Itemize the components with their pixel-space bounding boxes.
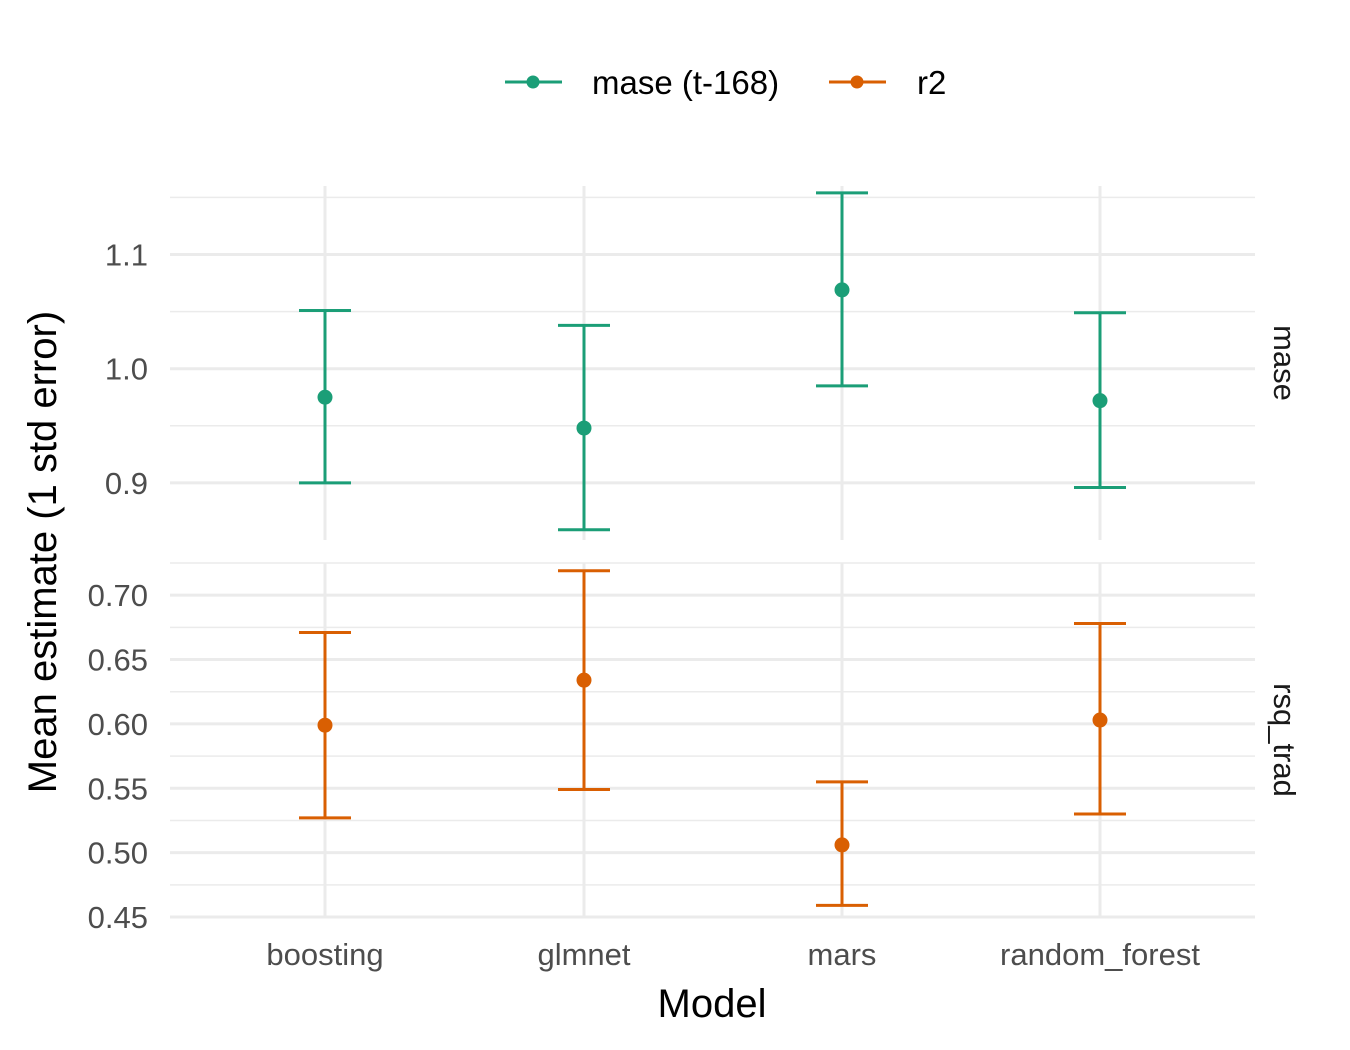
panel-rsq_trad: 0.45 0.50 0.55 0.60 0.65 0.70 rsq_trad bbox=[88, 562, 1302, 935]
point-rsq_trad-mars bbox=[834, 837, 850, 853]
point-mase-boosting bbox=[317, 389, 333, 405]
strip-label-mase: mase bbox=[1267, 325, 1302, 401]
point-rsq_trad-boosting bbox=[317, 717, 333, 733]
y-tick-label: 1.0 bbox=[105, 352, 148, 387]
x-axis-title: Model bbox=[658, 982, 767, 1026]
x-tick-label-glmnet: glmnet bbox=[537, 937, 630, 972]
point-mase-random_forest bbox=[1092, 393, 1108, 409]
point-mase-glmnet bbox=[576, 420, 592, 436]
y-tick-label: 0.9 bbox=[105, 466, 148, 501]
y-tick-label: 0.60 bbox=[88, 707, 148, 742]
y-tick-label: 0.70 bbox=[88, 578, 148, 613]
panels: 0.9 1.0 1.1 mase 0.45 0.50 0.55 0.60 0.65 0.70 rsq… bbox=[88, 186, 1302, 972]
point-mase-mars bbox=[834, 282, 850, 298]
point-rsq_trad-random_forest bbox=[1092, 712, 1108, 728]
legend-key-point-r2 bbox=[850, 75, 864, 89]
legend-key-point-mase bbox=[526, 75, 540, 89]
panel-mase: 0.9 1.0 1.1 mase bbox=[105, 186, 1302, 540]
strip-label-rsq_trad: rsq_trad bbox=[1267, 683, 1302, 797]
y-axis-title: Mean estimate (1 std error) bbox=[21, 311, 65, 793]
legend-label-r2: r2 bbox=[917, 64, 946, 101]
legend-label-mase: mase (t-168) bbox=[592, 64, 779, 101]
y-tick-label: 0.50 bbox=[88, 836, 148, 871]
point-rsq_trad-glmnet bbox=[576, 672, 592, 688]
y-tick-label: 0.45 bbox=[88, 900, 148, 935]
y-tick-label: 0.55 bbox=[88, 771, 148, 806]
x-tick-label-boosting: boosting bbox=[266, 937, 383, 972]
x-axis: boosting glmnet mars random_forest bbox=[266, 937, 1200, 972]
y-tick-label: 0.65 bbox=[88, 643, 148, 678]
x-tick-label-random_forest: random_forest bbox=[1000, 937, 1200, 972]
y-tick-label: 1.1 bbox=[105, 238, 148, 273]
x-tick-label-mars: mars bbox=[808, 937, 877, 972]
legend: mase (t-168) r2 bbox=[505, 64, 946, 101]
